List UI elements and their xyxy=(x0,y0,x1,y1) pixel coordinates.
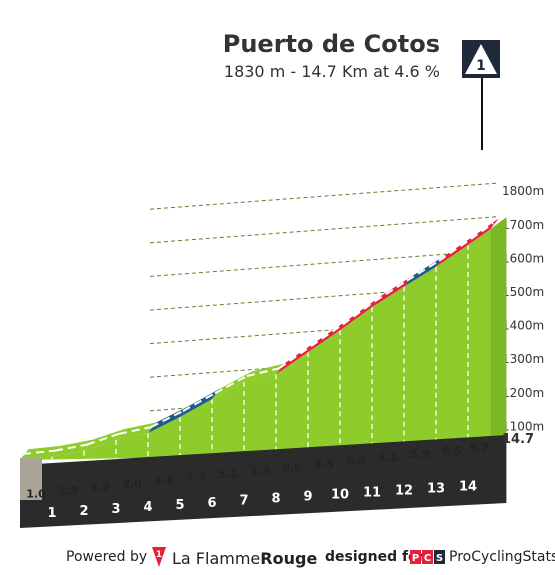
km-label: 1 xyxy=(47,506,56,521)
profile-segment-fill xyxy=(276,352,308,456)
gradient-label: 5.3 xyxy=(186,471,206,484)
band-center-line xyxy=(214,375,248,395)
pcs-logo-s: S xyxy=(436,553,443,564)
base-strip xyxy=(20,435,507,528)
gradient-label: 5.9 xyxy=(410,448,430,461)
band-center-line xyxy=(470,222,494,240)
profile-segment-fill xyxy=(148,416,180,458)
gradient-label: 6.1 xyxy=(378,451,398,464)
gradient-label: 6.6 xyxy=(282,461,302,474)
band-center-line xyxy=(342,300,376,326)
gradient-label: 4.8 xyxy=(154,474,174,487)
y-gridline xyxy=(149,216,497,244)
km-label: 12 xyxy=(395,484,413,499)
km-label: 4 xyxy=(143,500,152,515)
y-gridline xyxy=(149,182,497,210)
km-label: 7 xyxy=(239,494,248,509)
powered-by-label: Powered by xyxy=(66,549,148,565)
category-badge: 1 xyxy=(462,40,500,150)
km-label: 6 xyxy=(207,496,216,511)
gradient-label: 6.5 xyxy=(442,444,462,457)
band-center-line xyxy=(182,392,216,412)
profile-segment-fill xyxy=(308,330,340,456)
band-center-line xyxy=(310,323,344,347)
climb-subtitle: 1830 m - 14.7 Km at 4.6 % xyxy=(223,62,440,81)
chart-labels: 1.0 1.8 3.2 2.0 4.8 5.3 5.1 2.3 6.6 6.5 6.9 6.1 5.9 6… xyxy=(26,432,534,521)
gradient-label: 6.7 xyxy=(469,441,489,454)
y-tick-label: 1400m xyxy=(502,319,544,333)
gradient-band xyxy=(20,218,499,460)
y-gridline xyxy=(149,249,497,277)
gradient-label: 5.1 xyxy=(218,468,238,481)
profile-end-face xyxy=(490,217,507,452)
profile-segment-fill xyxy=(52,450,84,460)
gradient-band-segment xyxy=(468,218,499,245)
category-number: 1 xyxy=(476,58,486,74)
km-label: 13 xyxy=(427,481,445,496)
gradient-label: 1.0 xyxy=(26,488,46,501)
profile-segment-fill xyxy=(404,266,436,454)
procyclingstats-name: ProCyclingStats xyxy=(449,549,555,565)
band-center-line xyxy=(246,367,280,378)
start-wall xyxy=(20,458,42,500)
band-center-line xyxy=(278,345,312,370)
km-label: 5 xyxy=(175,498,184,513)
y-tick-label: 1500m xyxy=(502,285,544,299)
band-center-line xyxy=(406,259,440,282)
profile-fill xyxy=(20,217,507,460)
km-label: 9 xyxy=(303,490,312,505)
gradient-label: 6.9 xyxy=(346,454,366,467)
y-tick-label: 1300m xyxy=(502,352,544,366)
pcs-logo-p: P xyxy=(412,553,419,564)
band-center-line xyxy=(22,449,56,455)
km-label: 10 xyxy=(331,488,349,503)
km-label: 14 xyxy=(459,479,477,494)
profile-base xyxy=(20,435,507,528)
band-center-line xyxy=(438,238,472,262)
profile-segment-fill xyxy=(84,439,116,459)
km-dividers xyxy=(51,244,469,460)
band-center-line xyxy=(374,279,408,302)
climb-title: Puerto de Cotos xyxy=(222,30,440,58)
km-label: 2 xyxy=(79,504,88,519)
profile-segment-fill xyxy=(340,307,372,455)
profile-segment-fill xyxy=(372,286,404,455)
band-center-line xyxy=(54,443,88,452)
svg-text:1: 1 xyxy=(156,550,162,560)
km-label: 8 xyxy=(271,492,280,507)
band-center-line xyxy=(150,410,184,429)
profile-segment-fill xyxy=(180,399,212,458)
pcs-logo-icon: P C S xyxy=(410,550,445,564)
y-tick-label: 1600m xyxy=(502,251,544,265)
y-tick-label: 1800m xyxy=(502,184,544,198)
designed-for-label: designed for xyxy=(325,549,425,565)
profile-segment-fill xyxy=(116,433,148,459)
km-label: 11 xyxy=(363,486,381,501)
band-center-line xyxy=(86,432,120,446)
gradient-label: 6.5 xyxy=(314,458,334,471)
gradient-label: 2.0 xyxy=(122,478,142,491)
profile-segment-fill xyxy=(468,229,491,453)
y-tick-label: 1100m xyxy=(502,419,544,433)
profile-segment-fill xyxy=(212,382,244,457)
band-center-line xyxy=(118,426,152,435)
y-tick-label: 1200m xyxy=(502,386,544,400)
km-label: 3 xyxy=(111,502,120,517)
gradient-label: 3.2 xyxy=(90,481,110,494)
gradient-label: 1.8 xyxy=(58,484,78,497)
profile-segment-fill xyxy=(436,244,468,453)
y-axis: 1100m 1200m 1300m 1400m 1500m 1600m 1700m 1800m xyxy=(502,184,544,433)
la-flamme-rouge-name: La FlammeRouge xyxy=(172,549,318,568)
y-tick-label: 1700m xyxy=(502,218,544,232)
profile-segment-fill xyxy=(244,374,276,457)
mountain-icon xyxy=(465,44,497,74)
la-flamme-rouge-logo-icon: 1 xyxy=(152,547,166,567)
end-distance-label: 14.7 xyxy=(502,432,534,447)
gradient-label: 2.3 xyxy=(250,464,270,477)
pcs-logo-c: C xyxy=(424,553,431,564)
